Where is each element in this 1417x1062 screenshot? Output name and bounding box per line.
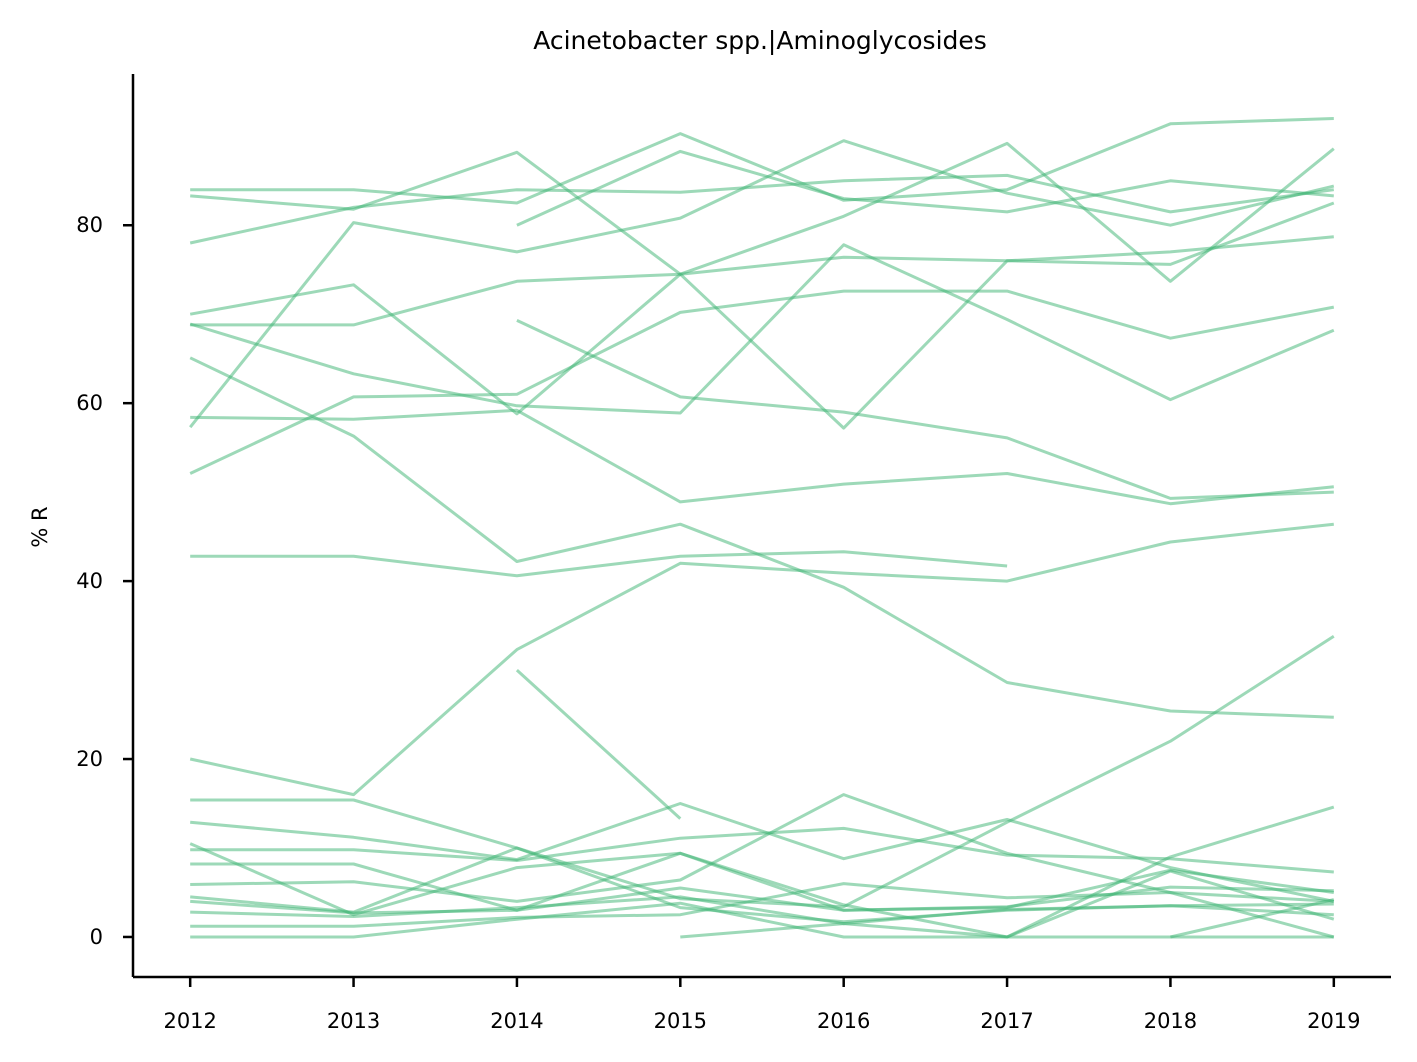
x-tick-label: 2018: [1144, 1009, 1197, 1033]
series-line-15: [190, 635, 1335, 909]
series-layer: [189, 117, 1335, 939]
series-line-14: [189, 522, 1334, 797]
x-tick-label: 2012: [163, 1009, 216, 1033]
x-axis-ticks: 2012 2013 2014 2015 2016 2017 2018 2019: [163, 977, 1361, 1033]
series-line-2: [190, 150, 1334, 430]
series-line-25: [190, 882, 1334, 928]
series-line-28: [1170, 898, 1335, 939]
series-line-4: [189, 139, 1335, 429]
series-line-13: [190, 550, 1008, 578]
x-tick-label: 2016: [817, 1009, 870, 1033]
series-line-26: [190, 869, 1335, 939]
series-line-20: [189, 842, 1335, 917]
series-line-21: [190, 793, 1335, 939]
series-line-6: [189, 141, 1335, 416]
y-tick-label: 40: [76, 569, 103, 593]
series-line-19: [190, 805, 1335, 939]
x-tick-label: 2013: [327, 1009, 380, 1033]
series-line-3: [189, 173, 1335, 245]
y-tick-label: 80: [76, 213, 103, 237]
series-line-24: [190, 895, 1334, 926]
series-line-9: [189, 243, 1335, 415]
y-tick-label: 60: [76, 391, 103, 415]
series-line-11: [190, 408, 1334, 506]
series-line-10: [516, 319, 1334, 500]
y-axis-ticks: 0 20 40 60 80: [76, 213, 133, 949]
series-line-27: [680, 922, 1334, 939]
series-line-1: [190, 117, 1334, 205]
x-tick-label: 2017: [980, 1009, 1033, 1033]
series-line-7: [190, 201, 1335, 327]
y-tick-label: 20: [76, 747, 103, 771]
y-axis-label: % R: [28, 506, 52, 547]
x-tick-label: 2014: [490, 1009, 543, 1033]
y-tick-label: 0: [90, 925, 103, 949]
chart-title: Acinetobacter spp.|Aminoglycosides: [533, 26, 987, 55]
series-line-5: [516, 149, 1334, 227]
series-line-16: [515, 668, 682, 820]
series-line-12: [189, 356, 1334, 719]
x-tick-label: 2019: [1307, 1009, 1360, 1033]
series-line-18: [190, 826, 1334, 874]
series-line-8: [189, 289, 1335, 475]
x-tick-label: 2015: [654, 1009, 707, 1033]
